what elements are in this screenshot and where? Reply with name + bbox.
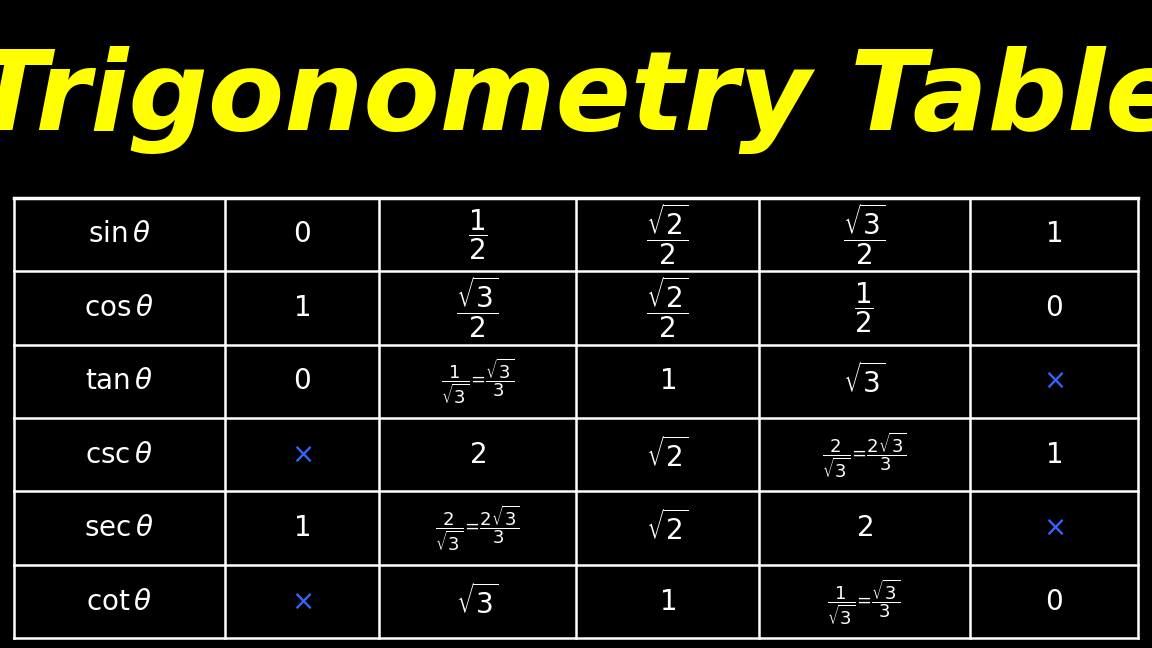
Text: $\dfrac{2}{\sqrt{3}}\!=\!\dfrac{2\sqrt{3}}{3}$: $\dfrac{2}{\sqrt{3}}\!=\!\dfrac{2\sqrt{3… bbox=[435, 503, 520, 553]
Text: $\sqrt{2}$: $\sqrt{2}$ bbox=[646, 510, 689, 546]
Text: $\dfrac{\sqrt{3}}{2}$: $\dfrac{\sqrt{3}}{2}$ bbox=[842, 202, 886, 267]
Text: $\dfrac{1}{2}$: $\dfrac{1}{2}$ bbox=[855, 281, 874, 335]
Text: $2$: $2$ bbox=[469, 441, 486, 469]
Text: $1$: $1$ bbox=[1045, 441, 1062, 469]
Text: $\mathrm{cos}\,\theta$: $\mathrm{cos}\,\theta$ bbox=[84, 294, 154, 322]
Text: $\sqrt{3}$: $\sqrt{3}$ bbox=[456, 584, 499, 619]
Text: $\dfrac{\sqrt{3}}{2}$: $\dfrac{\sqrt{3}}{2}$ bbox=[456, 275, 499, 340]
Text: $\dfrac{1}{\sqrt{3}}\!=\!\dfrac{\sqrt{3}}{3}$: $\dfrac{1}{\sqrt{3}}\!=\!\dfrac{\sqrt{3}… bbox=[827, 577, 901, 627]
Text: $1$: $1$ bbox=[294, 294, 310, 322]
Text: $0$: $0$ bbox=[1045, 294, 1063, 322]
Text: $1$: $1$ bbox=[1045, 220, 1062, 248]
Text: $\times$: $\times$ bbox=[291, 441, 312, 469]
Text: $\times$: $\times$ bbox=[1043, 367, 1064, 395]
Text: $\dfrac{2}{\sqrt{3}}\!=\!\dfrac{2\sqrt{3}}{3}$: $\dfrac{2}{\sqrt{3}}\!=\!\dfrac{2\sqrt{3… bbox=[821, 430, 907, 480]
Text: $\dfrac{1}{\sqrt{3}}\!=\!\dfrac{\sqrt{3}}{3}$: $\dfrac{1}{\sqrt{3}}\!=\!\dfrac{\sqrt{3}… bbox=[441, 356, 514, 406]
Text: $0$: $0$ bbox=[293, 367, 311, 395]
Text: $\mathrm{csc}\,\theta$: $\mathrm{csc}\,\theta$ bbox=[85, 441, 153, 469]
Text: $\mathrm{cot}\,\theta$: $\mathrm{cot}\,\theta$ bbox=[86, 588, 152, 616]
Text: $\mathrm{sin}\,\theta$: $\mathrm{sin}\,\theta$ bbox=[88, 220, 151, 248]
Text: $1$: $1$ bbox=[659, 588, 676, 616]
Text: $\times$: $\times$ bbox=[1043, 514, 1064, 542]
Text: $\sqrt{2}$: $\sqrt{2}$ bbox=[646, 437, 689, 472]
Text: $\mathrm{sec}\,\theta$: $\mathrm{sec}\,\theta$ bbox=[84, 514, 154, 542]
Text: $\dfrac{\sqrt{2}}{2}$: $\dfrac{\sqrt{2}}{2}$ bbox=[646, 202, 689, 267]
Text: $\mathrm{tan}\,\theta$: $\mathrm{tan}\,\theta$ bbox=[85, 367, 153, 395]
Text: $\dfrac{1}{2}$: $\dfrac{1}{2}$ bbox=[468, 207, 487, 262]
Text: $\dfrac{\sqrt{2}}{2}$: $\dfrac{\sqrt{2}}{2}$ bbox=[646, 275, 689, 340]
Text: $0$: $0$ bbox=[293, 220, 311, 248]
Text: $\times$: $\times$ bbox=[291, 588, 312, 616]
Text: Trigonometry Table: Trigonometry Table bbox=[0, 47, 1152, 154]
Text: $0$: $0$ bbox=[1045, 588, 1063, 616]
Text: $1$: $1$ bbox=[294, 514, 310, 542]
Text: $1$: $1$ bbox=[659, 367, 676, 395]
Text: $2$: $2$ bbox=[856, 514, 872, 542]
Text: $\sqrt{3}$: $\sqrt{3}$ bbox=[842, 364, 886, 399]
